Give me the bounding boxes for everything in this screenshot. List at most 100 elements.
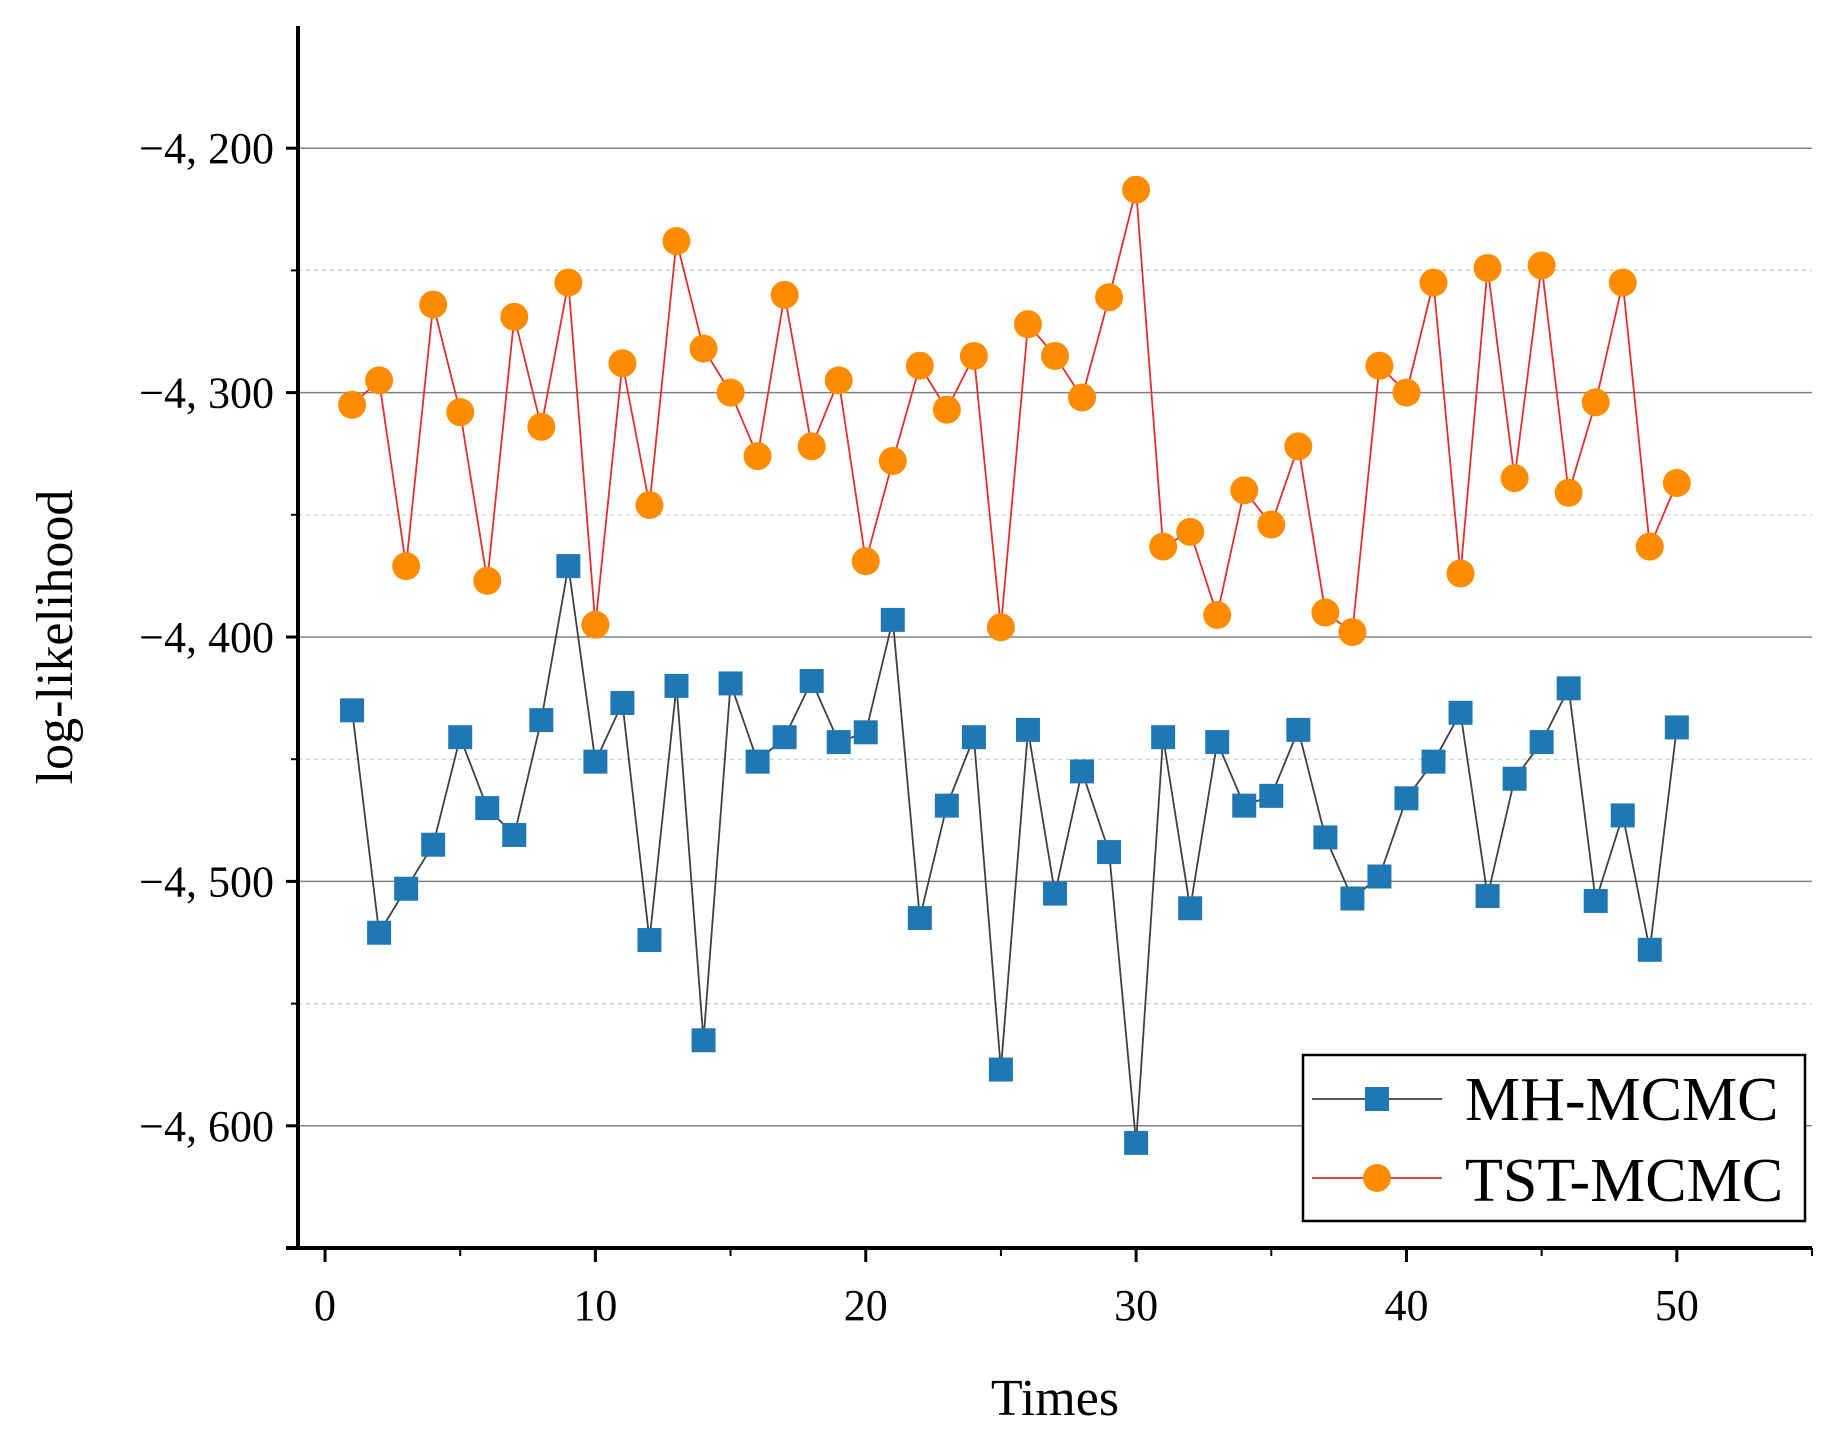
data-point [1635, 532, 1664, 561]
data-point [340, 698, 365, 723]
data-point [1608, 268, 1637, 297]
data-point [475, 796, 500, 821]
data-point [502, 822, 527, 847]
x-ticks: 0 10 20 30 40 50 [314, 1248, 1813, 1330]
series-line [351, 189, 1678, 634]
data-point [905, 351, 934, 380]
data-point [772, 725, 797, 750]
data-point [1556, 676, 1581, 701]
legend-marker-mh [1365, 1087, 1389, 1111]
data-point [1122, 175, 1151, 204]
data-point [907, 906, 932, 931]
y-tick-label: −4, 600 [139, 1102, 274, 1151]
y-tick-label: −4, 500 [139, 857, 274, 906]
legend-marker-tst [1363, 1164, 1391, 1192]
data-point [448, 725, 473, 750]
data-point [1394, 786, 1419, 811]
data-point [367, 920, 392, 945]
data-point [932, 395, 961, 424]
data-point [1529, 730, 1554, 755]
y-tick-label: −4, 400 [139, 613, 274, 662]
data-point [473, 566, 502, 595]
data-point [1392, 378, 1421, 407]
data-point [691, 1028, 716, 1053]
data-point [1581, 388, 1610, 417]
legend-label-tst: TST-MCMC [1465, 1147, 1783, 1215]
data-point [664, 673, 689, 698]
data-point [745, 749, 770, 774]
data-point [1502, 766, 1527, 791]
data-point [1284, 432, 1313, 461]
legend: MH-MCMC TST-MCMC [1301, 1053, 1807, 1223]
data-point [581, 610, 610, 639]
data-point [1367, 864, 1392, 889]
data-point [1176, 517, 1205, 546]
data-point [743, 442, 772, 471]
legend-label-mh: MH-MCMC [1465, 1066, 1779, 1134]
data-point [1068, 383, 1097, 412]
data-point [988, 1057, 1013, 1082]
data-point [1313, 825, 1338, 850]
data-point [824, 366, 853, 395]
data-point [1637, 937, 1662, 962]
data-point [610, 690, 635, 715]
data-point [637, 928, 662, 953]
data-point [1257, 510, 1286, 539]
data-point [1662, 469, 1691, 498]
y-axis-title: log-likelihood [27, 490, 84, 785]
data-point [986, 613, 1015, 642]
data-point [1448, 700, 1473, 725]
x-tick-label: 30 [1114, 1281, 1158, 1330]
data-point [718, 671, 743, 696]
data-point [1286, 717, 1311, 742]
data-point [394, 876, 419, 901]
data-point [1583, 888, 1608, 913]
data-point [934, 793, 959, 818]
data-point [1475, 884, 1500, 909]
x-tick-label: 20 [844, 1281, 888, 1330]
data-point [1554, 478, 1583, 507]
data-point [1097, 840, 1122, 865]
data-point [851, 547, 880, 576]
series-tst-mcmc [338, 175, 1691, 647]
data-point [1151, 725, 1176, 750]
x-tick-label: 0 [314, 1281, 336, 1330]
data-point [338, 390, 367, 419]
data-point [500, 302, 529, 331]
data-point [583, 749, 608, 774]
data-point [1338, 618, 1367, 647]
data-point [1446, 559, 1475, 588]
data-point [1070, 759, 1095, 784]
data-point [1178, 896, 1203, 921]
data-point [797, 432, 826, 461]
data-point [880, 607, 905, 632]
y-ticks: −4, 600 −4, 500 −4, 400 −4, 300 −4, 200 [139, 124, 298, 1151]
data-point [1340, 886, 1365, 911]
data-point [1015, 717, 1040, 742]
data-point [1610, 803, 1635, 828]
series-mh-mcmc [340, 554, 1689, 1155]
data-point [1311, 598, 1340, 627]
data-point [662, 227, 691, 256]
x-axis-title: Times [991, 1370, 1119, 1427]
data-point [1230, 476, 1259, 505]
data-point [1095, 283, 1124, 312]
data-point [1365, 351, 1394, 380]
data-point [878, 447, 907, 476]
y-tick-label: −4, 200 [139, 124, 274, 173]
data-point [961, 725, 986, 750]
data-point [799, 668, 824, 693]
data-point [1527, 251, 1556, 280]
data-point [392, 552, 421, 581]
x-tick-label: 10 [573, 1281, 617, 1330]
data-point [421, 832, 446, 857]
x-tick-label: 50 [1655, 1281, 1699, 1330]
data-point [554, 268, 583, 297]
legend-box [1301, 1053, 1807, 1223]
data-point [1664, 715, 1689, 740]
data-point [529, 708, 554, 733]
data-point [1013, 310, 1042, 339]
data-point [1124, 1130, 1149, 1155]
series-layer [338, 175, 1691, 1155]
